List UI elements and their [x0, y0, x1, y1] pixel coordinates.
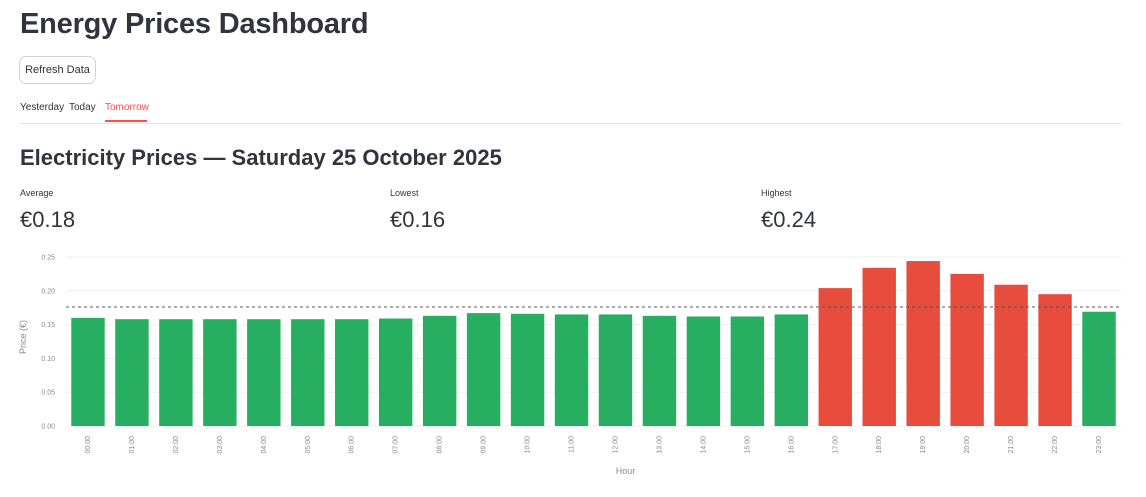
- tab-today[interactable]: Today: [69, 102, 96, 113]
- x-tick-label: 08:00: [437, 436, 444, 454]
- refresh-data-button[interactable]: Refresh Data: [19, 56, 96, 84]
- bar-2300: [1082, 311, 1116, 426]
- bar-0100: [115, 319, 149, 426]
- x-tick-label: 20:00: [964, 436, 971, 454]
- bar-2000: [950, 273, 984, 426]
- x-tick-label: 09:00: [481, 436, 488, 454]
- x-tick-label: 10:00: [525, 436, 532, 454]
- tab-bar: Yesterday Today Tomorrow: [20, 98, 1121, 124]
- section-title: Electricity Prices — Saturday 25 October…: [20, 145, 502, 170]
- bar-1000: [510, 313, 545, 426]
- bar-1200: [598, 314, 633, 426]
- x-tick-label: 03:00: [217, 436, 224, 454]
- x-tick-label: 16:00: [788, 436, 795, 454]
- x-tick-label: 23:00: [1096, 436, 1103, 454]
- bar-1700: [818, 288, 852, 426]
- x-tick-label: 22:00: [1052, 436, 1059, 454]
- bar-1500: [730, 316, 765, 426]
- grid-layer: [66, 256, 1121, 427]
- tab-tomorrow[interactable]: Tomorrow: [105, 98, 149, 122]
- x-tick-label: 18:00: [876, 436, 883, 454]
- x-tick-label: 17:00: [832, 436, 839, 454]
- metric-highest: Highest €0.24: [761, 188, 816, 233]
- bar-0800: [422, 315, 457, 426]
- bar-0500: [291, 319, 325, 426]
- bar-1100: [554, 314, 589, 426]
- tab-yesterday[interactable]: Yesterday: [20, 102, 65, 113]
- x-tick-label: 00:00: [85, 436, 92, 454]
- bar-0300: [203, 319, 237, 426]
- bar-0200: [159, 319, 193, 426]
- metric-value: €0.18: [20, 207, 76, 232]
- label-layer: 0.00 0.05 0.10 0.15 0.20 0.25 00:00 01:00 02:00 0…: [18, 255, 1103, 477]
- price-bar-chart: 0.00 0.05 0.10 0.15 0.20 0.25 00:00 01:00 02:00 0…: [18, 255, 1121, 477]
- x-tick-label: 19:00: [920, 436, 927, 454]
- bar-0700: [378, 318, 413, 426]
- x-tick-label: 01:00: [129, 436, 136, 454]
- x-tick-label: 06:00: [349, 436, 356, 454]
- bar-1400: [686, 316, 721, 426]
- metric-label: Lowest: [390, 188, 419, 198]
- metric-label: Highest: [761, 188, 792, 198]
- y-tick-label: 0.10: [41, 356, 55, 363]
- x-tick-label: 13:00: [656, 436, 663, 454]
- y-tick-label: 0.25: [41, 255, 55, 262]
- x-tick-label: 04:00: [261, 436, 268, 454]
- bar-0600: [335, 319, 369, 426]
- x-tick-label: 14:00: [700, 436, 707, 454]
- bar-layer: [71, 261, 1116, 426]
- bar-2200: [1038, 294, 1072, 426]
- x-tick-label: 07:00: [393, 436, 400, 454]
- x-tick-label: 12:00: [612, 436, 619, 454]
- x-tick-label: 21:00: [1008, 436, 1015, 454]
- bar-0000: [71, 317, 105, 426]
- x-tick-label: 15:00: [744, 436, 751, 454]
- bar-1800: [862, 267, 896, 426]
- bar-1600: [774, 314, 809, 426]
- metric-value: €0.24: [761, 207, 817, 232]
- page-title: Energy Prices Dashboard: [20, 8, 369, 40]
- bar-1900: [906, 261, 940, 426]
- y-tick-label: 0.05: [41, 390, 55, 397]
- y-axis-title: Price (€): [18, 320, 28, 354]
- x-axis-title: Hour: [616, 466, 636, 476]
- y-tick-label: 0.20: [41, 288, 55, 295]
- bar-1300: [642, 315, 677, 426]
- y-tick-label: 0.15: [41, 322, 55, 329]
- x-tick-label: 05:00: [305, 436, 312, 454]
- bar-2100: [994, 284, 1028, 426]
- bar-0900: [466, 313, 501, 426]
- y-tick-label: 0.00: [41, 424, 55, 431]
- x-tick-label: 11:00: [569, 436, 576, 453]
- metric-average: Average €0.18: [20, 188, 75, 233]
- metric-value: €0.16: [390, 207, 446, 232]
- x-tick-label: 02:00: [173, 436, 180, 454]
- metric-label: Average: [20, 188, 54, 198]
- bar-0400: [247, 319, 281, 426]
- metric-lowest: Lowest €0.16: [390, 188, 445, 233]
